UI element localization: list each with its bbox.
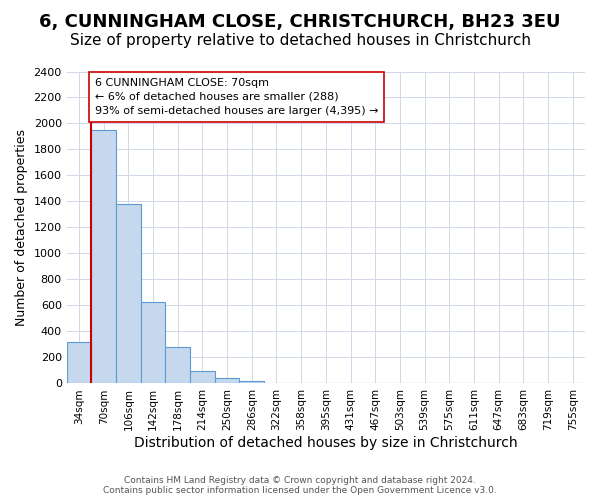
Y-axis label: Number of detached properties: Number of detached properties bbox=[15, 129, 28, 326]
Bar bbox=[190, 371, 215, 384]
X-axis label: Distribution of detached houses by size in Christchurch: Distribution of detached houses by size … bbox=[134, 436, 518, 450]
Bar bbox=[141, 302, 166, 384]
Bar bbox=[116, 204, 141, 384]
Bar bbox=[239, 381, 264, 384]
Bar bbox=[166, 347, 190, 384]
Bar bbox=[91, 130, 116, 384]
Text: Contains HM Land Registry data © Crown copyright and database right 2024.
Contai: Contains HM Land Registry data © Crown c… bbox=[103, 476, 497, 495]
Text: 6, CUNNINGHAM CLOSE, CHRISTCHURCH, BH23 3EU: 6, CUNNINGHAM CLOSE, CHRISTCHURCH, BH23 … bbox=[39, 12, 561, 30]
Bar bbox=[215, 378, 239, 384]
Text: 6 CUNNINGHAM CLOSE: 70sqm
← 6% of detached houses are smaller (288)
93% of semi-: 6 CUNNINGHAM CLOSE: 70sqm ← 6% of detach… bbox=[95, 78, 379, 116]
Bar bbox=[67, 342, 91, 384]
Text: Size of property relative to detached houses in Christchurch: Size of property relative to detached ho… bbox=[70, 32, 530, 48]
